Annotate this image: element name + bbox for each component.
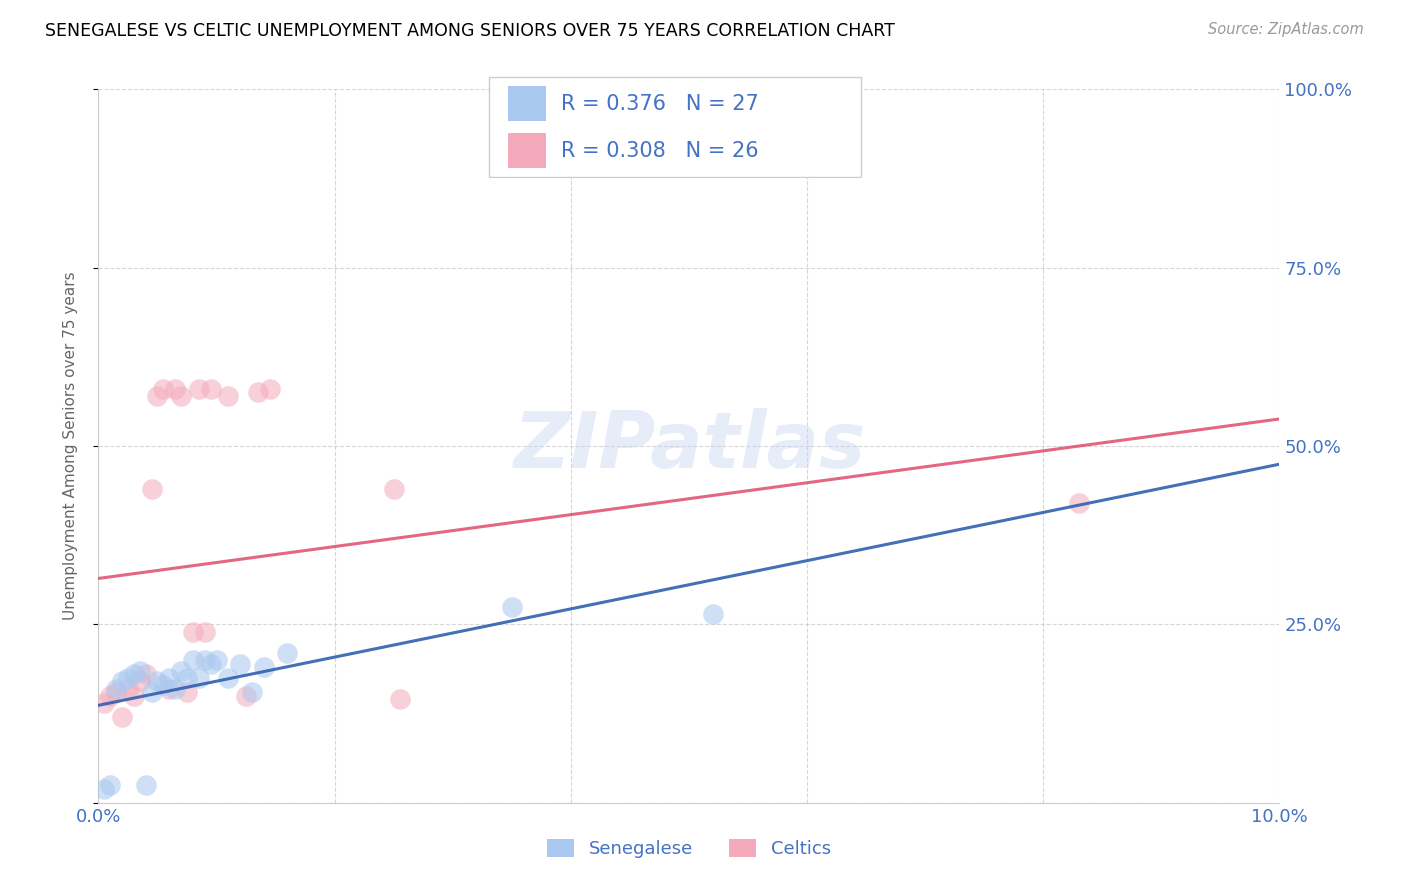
Legend: Senegalese, Celtics: Senegalese, Celtics [540,831,838,865]
Point [165,681,187,696]
Point [135,778,157,792]
Point [217,389,239,403]
Point [105,685,128,699]
Point [165,382,187,396]
Point [194,624,217,639]
Point [702,607,724,621]
FancyBboxPatch shape [489,77,860,178]
Point [122,689,145,703]
Point [128,674,150,689]
Point [253,660,276,674]
Point [122,667,145,681]
Point [141,685,163,699]
Point [388,692,411,706]
Point [105,681,128,696]
Point [157,671,180,685]
Point [181,653,204,667]
Point [176,685,198,699]
Text: ZIPatlas: ZIPatlas [513,408,865,484]
Point [176,671,198,685]
Point [246,385,269,400]
Point [187,671,209,685]
Point [157,681,180,696]
Point [117,681,139,696]
Point [135,667,157,681]
Point [235,689,257,703]
Point [146,389,169,403]
Point [93,781,115,796]
Point [98,778,121,792]
Point [152,678,174,692]
Point [111,710,134,724]
FancyBboxPatch shape [508,133,546,168]
Point [152,382,174,396]
Point [200,657,222,671]
Point [1067,496,1090,510]
Point [240,685,263,699]
Point [181,624,204,639]
Text: Source: ZipAtlas.com: Source: ZipAtlas.com [1208,22,1364,37]
Point [93,696,115,710]
Point [170,664,193,678]
Text: SENEGALESE VS CELTIC UNEMPLOYMENT AMONG SENIORS OVER 75 YEARS CORRELATION CHART: SENEGALESE VS CELTIC UNEMPLOYMENT AMONG … [45,22,894,40]
Point [259,382,281,396]
Point [111,674,134,689]
Point [117,671,139,685]
Point [200,382,222,396]
Y-axis label: Unemployment Among Seniors over 75 years: Unemployment Among Seniors over 75 years [63,272,77,620]
Point [141,482,163,496]
Point [501,599,523,614]
Point [205,653,228,667]
FancyBboxPatch shape [508,87,546,121]
Point [98,689,121,703]
Point [382,482,405,496]
Text: R = 0.376   N = 27: R = 0.376 N = 27 [561,94,759,113]
Point [187,382,209,396]
Point [128,664,150,678]
Point [170,389,193,403]
Point [217,671,239,685]
Point [229,657,252,671]
Point [276,646,298,660]
Point [194,653,217,667]
Text: R = 0.308   N = 26: R = 0.308 N = 26 [561,141,759,161]
Point [146,674,169,689]
